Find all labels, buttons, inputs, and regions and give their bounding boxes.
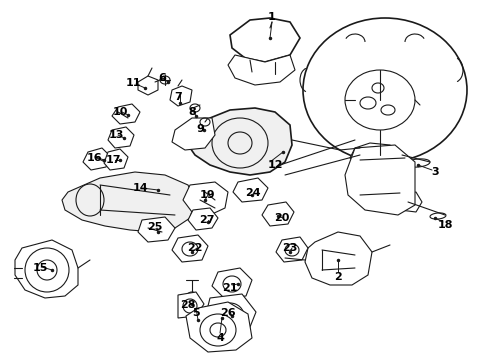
Text: 27: 27	[199, 215, 215, 225]
Polygon shape	[108, 127, 134, 148]
Text: 24: 24	[245, 188, 261, 198]
Text: 1: 1	[268, 12, 276, 22]
Text: 20: 20	[274, 213, 290, 223]
Text: 22: 22	[187, 243, 203, 253]
Polygon shape	[350, 143, 402, 172]
Text: 10: 10	[112, 107, 128, 117]
Text: 13: 13	[108, 130, 123, 140]
Polygon shape	[345, 145, 415, 215]
Text: 2: 2	[334, 272, 342, 282]
Polygon shape	[138, 217, 175, 242]
Polygon shape	[205, 294, 256, 336]
Text: 6: 6	[158, 73, 166, 83]
Polygon shape	[62, 172, 195, 232]
Polygon shape	[276, 237, 308, 262]
Text: 7: 7	[174, 92, 182, 102]
Polygon shape	[83, 148, 110, 170]
Polygon shape	[170, 86, 192, 106]
Text: 19: 19	[199, 190, 215, 200]
Polygon shape	[212, 268, 252, 298]
Text: 12: 12	[267, 160, 283, 170]
Polygon shape	[104, 149, 128, 170]
Polygon shape	[172, 235, 208, 262]
Text: 16: 16	[86, 153, 102, 163]
Text: 17: 17	[105, 155, 121, 165]
Polygon shape	[15, 240, 78, 298]
Text: 23: 23	[282, 243, 298, 253]
Text: 4: 4	[216, 333, 224, 343]
Polygon shape	[305, 232, 372, 285]
Polygon shape	[188, 208, 218, 230]
Text: 15: 15	[32, 263, 48, 273]
Polygon shape	[112, 104, 140, 124]
Polygon shape	[262, 202, 294, 226]
Text: 18: 18	[437, 220, 453, 230]
Text: 11: 11	[125, 78, 141, 88]
Polygon shape	[172, 118, 215, 150]
Polygon shape	[178, 292, 204, 318]
Text: 28: 28	[180, 300, 196, 310]
Text: 14: 14	[132, 183, 148, 193]
Polygon shape	[230, 18, 300, 62]
Polygon shape	[183, 182, 228, 215]
Text: 26: 26	[220, 308, 236, 318]
Text: 21: 21	[222, 283, 238, 293]
Text: 9: 9	[196, 124, 204, 134]
Text: 8: 8	[188, 107, 196, 117]
Polygon shape	[138, 76, 158, 95]
Polygon shape	[233, 178, 268, 202]
Polygon shape	[188, 108, 292, 175]
Text: 5: 5	[192, 308, 200, 318]
Polygon shape	[228, 55, 295, 85]
Text: 25: 25	[147, 222, 163, 232]
Polygon shape	[186, 302, 252, 352]
Text: 3: 3	[431, 167, 439, 177]
Polygon shape	[400, 192, 422, 212]
